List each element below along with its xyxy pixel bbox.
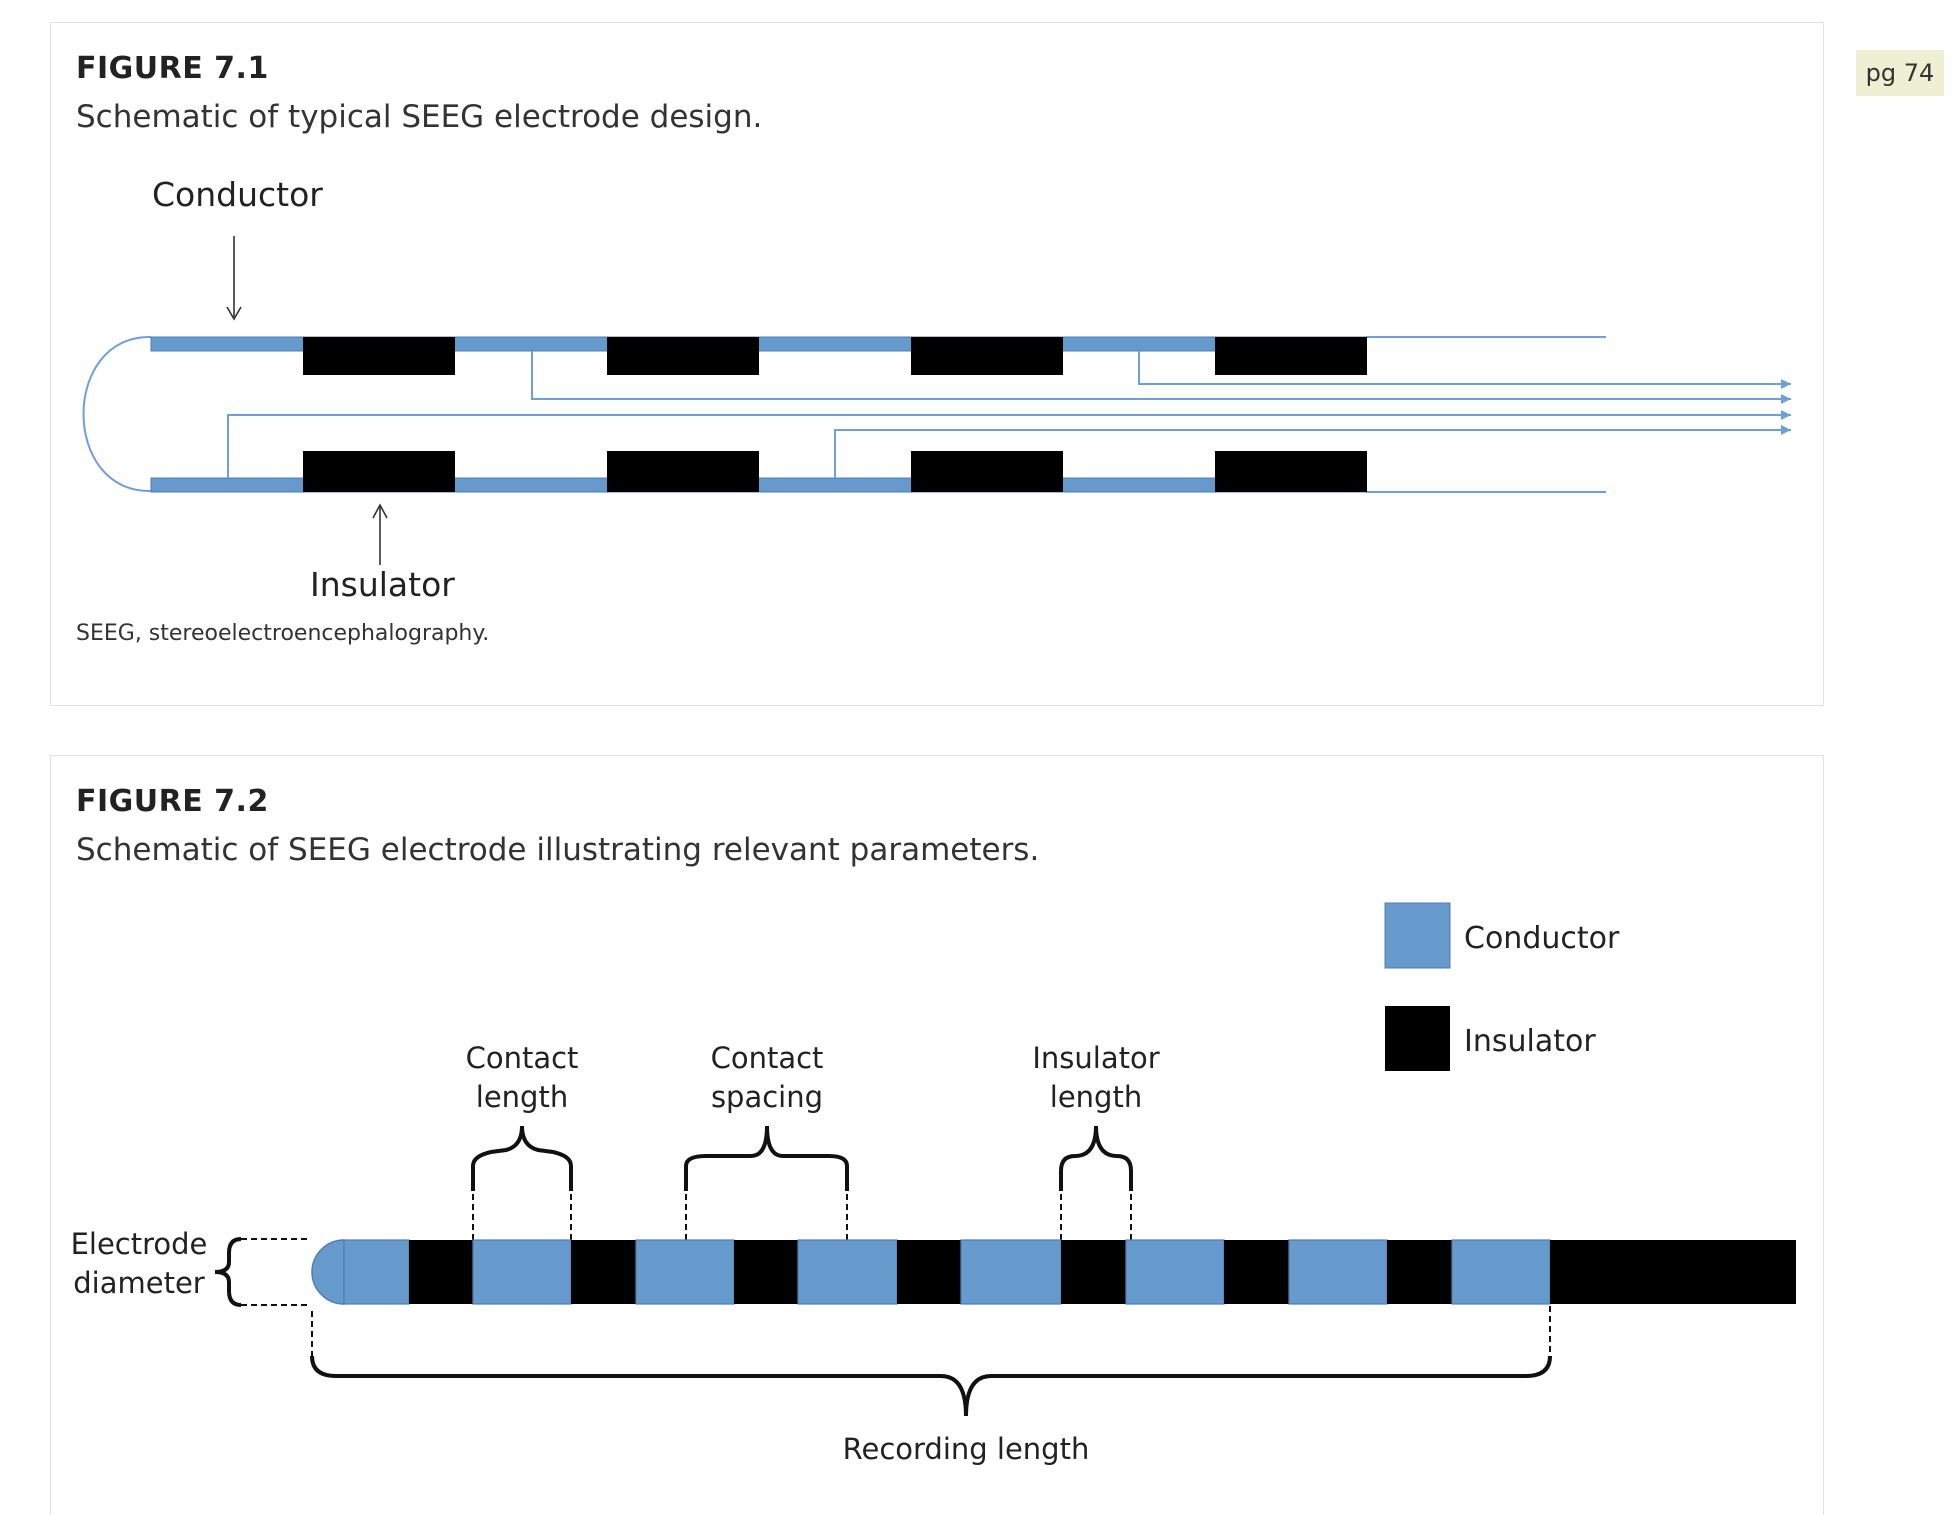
recording-length-brace [310,1355,1552,1417]
figure-7-2-box: FIGURE 7.2 Schematic of SEEG electrode i… [50,755,1824,1515]
insulator-segment [897,1240,961,1304]
insulator-block [303,337,455,375]
insulator-length-label-1: Insulator [1032,1041,1159,1075]
wire-2 [531,351,1791,404]
contact-length-label-1: Contact [466,1041,579,1075]
insulator-segment [1224,1240,1289,1304]
conductor-label: Conductor [152,175,323,214]
insulator-block [1215,337,1367,375]
figure-label: FIGURE 7.1 [76,51,269,86]
insulator-block [911,337,1063,375]
insulator-block [303,451,455,492]
electrode-diameter-brace [214,1237,242,1307]
recording-length-label: Recording length [843,1432,1090,1466]
figure-title: Schematic of typical SEEG electrode desi… [76,99,763,135]
contact-length-brace [471,1125,573,1191]
conductor-segment [635,1239,735,1305]
insulator-length-label-2: length [1050,1080,1142,1114]
insulator-segment [734,1240,798,1304]
contact-length-label-2: length [476,1080,568,1114]
insulator-block [911,451,1063,492]
conductor-segment [1288,1239,1388,1305]
conductor-segment [343,1239,410,1305]
insulator-tail [1550,1240,1796,1304]
electrode-parameters-diagram: Conductor Insulator Contact length Conta… [71,902,1796,1466]
insulator-block [607,337,759,375]
figure-label: FIGURE 7.2 [76,784,269,819]
wire-1 [1138,351,1791,389]
insulator-segment [1061,1240,1126,1304]
legend-conductor-swatch [1384,902,1451,969]
legend-conductor-label: Conductor [1464,921,1620,956]
page-number-tag: pg 74 [1856,50,1944,96]
insulator-length-brace [1059,1125,1133,1191]
insulator-segment [409,1240,473,1304]
insulator-block [607,451,759,492]
wire-4 [834,425,1791,478]
insulator-segment [1387,1240,1452,1304]
wire-3 [227,410,1791,478]
figure-7-1-box: FIGURE 7.1 Schematic of typical SEEG ele… [50,22,1824,706]
electrode-tip [82,335,152,493]
conductor-segment [472,1239,572,1305]
electrode-diameter-label-2: diameter [73,1266,205,1300]
conductor-segment [1451,1239,1551,1305]
electrode-rounded-tip [311,1239,345,1305]
contact-spacing-label-2: spacing [711,1080,823,1114]
insulator-segment [571,1240,636,1304]
contact-spacing-label-1: Contact [711,1041,824,1075]
conductor-segment [960,1239,1062,1305]
electrode-design-diagram: Conductor Insulator [82,175,1791,603]
electrode-diameter-label-1: Electrode [71,1227,208,1261]
figure-title: Schematic of SEEG electrode illustrating… [76,832,1040,868]
figure-note: SEEG, stereoelectroencephalography. [76,621,490,646]
contact-spacing-brace [684,1125,849,1191]
conductor-segment [1125,1239,1225,1305]
insulator-block [1215,451,1367,492]
insulator-label: Insulator [310,565,455,603]
conductor-segment [797,1239,898,1305]
legend-insulator-swatch [1385,1006,1450,1071]
legend-insulator-label: Insulator [1464,1024,1596,1059]
